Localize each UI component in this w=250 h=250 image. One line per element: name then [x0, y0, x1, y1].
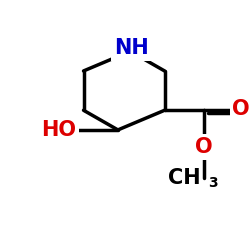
Text: HO: HO — [42, 120, 76, 140]
Text: NH: NH — [114, 38, 149, 58]
Text: O: O — [232, 99, 250, 119]
Text: O: O — [195, 137, 213, 157]
Text: CH: CH — [168, 168, 200, 188]
Text: 3: 3 — [208, 176, 218, 190]
